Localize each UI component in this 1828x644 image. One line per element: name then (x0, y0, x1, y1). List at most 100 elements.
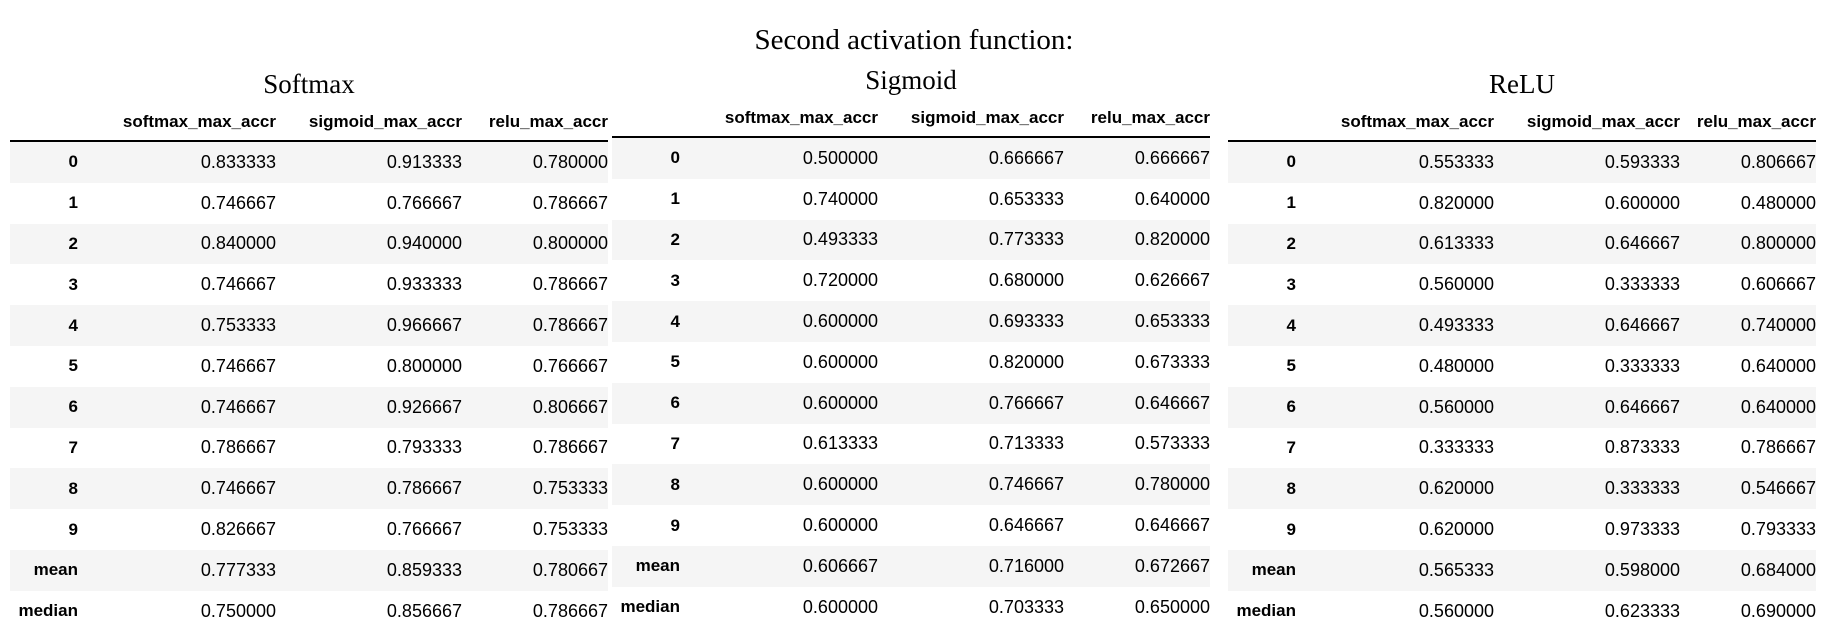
table-row: 1 0.746667 0.766667 0.786667 (10, 182, 608, 224)
table-cell: 0.646667 (1604, 315, 1680, 336)
row-index: mean (635, 556, 680, 576)
table-cell: 0.793333 (1740, 519, 1816, 540)
table-cell: 0.640000 (1134, 188, 1210, 209)
table-cell: 0.786667 (200, 437, 276, 458)
table-cell: 0.650000 (1134, 596, 1210, 617)
table-cell: 0.826667 (200, 519, 276, 540)
table-row: 2 0.613333 0.646667 0.800000 (1228, 223, 1816, 265)
table-cell: 0.806667 (532, 396, 608, 417)
table-corner (612, 100, 692, 138)
table-cell: 0.746667 (200, 396, 276, 417)
table-cell: 0.560000 (1418, 274, 1494, 295)
table-cell: 0.773333 (988, 229, 1064, 250)
table-cell: 0.746667 (200, 355, 276, 376)
table-cell: 0.793333 (386, 437, 462, 458)
column-header: sigmoid_max_accr (1494, 104, 1680, 142)
table-row: mean 0.777333 0.859333 0.780667 (10, 549, 608, 591)
row-index: median (18, 601, 78, 621)
table-row: 0 0.833333 0.913333 0.780000 (10, 141, 608, 183)
table-cell: 0.493333 (1418, 315, 1494, 336)
table-row: 8 0.620000 0.333333 0.546667 (1228, 468, 1816, 510)
panel-softmax: Softmax softmax_max_accr sigmoid_max_acc… (10, 64, 608, 632)
table-cell: 0.777333 (200, 559, 276, 580)
row-index: 3 (670, 270, 680, 290)
row-index: 1 (1286, 193, 1296, 213)
table-cell: 0.553333 (1418, 151, 1494, 172)
table-cell: 0.598000 (1604, 559, 1680, 580)
row-index: 8 (68, 478, 78, 498)
table-cell: 0.820000 (1134, 229, 1210, 250)
table-cell: 0.833333 (200, 151, 276, 172)
table-cell: 0.493333 (802, 229, 878, 250)
table-cell: 0.800000 (386, 355, 462, 376)
table-row: 5 0.746667 0.800000 0.766667 (10, 345, 608, 387)
row-index: 8 (670, 474, 680, 494)
table-cell: 0.333333 (1604, 478, 1680, 499)
table-cell: 0.480000 (1740, 192, 1816, 213)
table-row: 4 0.600000 0.693333 0.653333 (612, 301, 1210, 342)
table-corner (10, 104, 90, 142)
table-row: median 0.560000 0.623333 0.690000 (1228, 590, 1816, 632)
table-row: median 0.750000 0.856667 0.786667 (10, 590, 608, 632)
table-row: mean 0.565333 0.598000 0.684000 (1228, 549, 1816, 591)
panel-sigmoid: Sigmoid softmax_max_accr sigmoid_max_acc… (612, 60, 1210, 628)
panel-title: ReLU (1489, 69, 1555, 99)
table-cell: 0.646667 (1134, 392, 1210, 413)
row-index: 3 (68, 274, 78, 294)
row-index: median (1236, 601, 1296, 621)
table-row: 9 0.620000 0.973333 0.793333 (1228, 509, 1816, 550)
table-cell: 0.646667 (1604, 233, 1680, 254)
table-row: 0 0.500000 0.666667 0.666667 (612, 137, 1210, 179)
table-cell: 0.786667 (1740, 437, 1816, 458)
row-index: 7 (68, 437, 78, 457)
table-cell: 0.333333 (1418, 437, 1494, 458)
panel-relu: ReLU softmax_max_accr sigmoid_max_accr r… (1228, 64, 1816, 632)
table-row: 4 0.493333 0.646667 0.740000 (1228, 305, 1816, 346)
row-index: 6 (68, 397, 78, 417)
table-cell: 0.750000 (200, 600, 276, 621)
table-cell: 0.786667 (532, 274, 608, 295)
table-cell: 0.940000 (386, 233, 462, 254)
table-cell: 0.766667 (386, 192, 462, 213)
row-index: 5 (1286, 356, 1296, 376)
table-cell: 0.565333 (1418, 559, 1494, 580)
table-cell: 0.593333 (1604, 151, 1680, 172)
row-index: 2 (670, 229, 680, 249)
table-row: 0 0.553333 0.593333 0.806667 (1228, 141, 1816, 183)
table-row: 7 0.333333 0.873333 0.786667 (1228, 427, 1816, 469)
table-cell: 0.600000 (802, 515, 878, 536)
row-index: 9 (1286, 519, 1296, 539)
column-header: relu_max_accr (1064, 100, 1210, 138)
table-cell: 0.680000 (988, 270, 1064, 291)
table-cell: 0.746667 (200, 478, 276, 499)
table-cell: 0.840000 (200, 233, 276, 254)
panel-title: Sigmoid (865, 65, 957, 95)
table-cell: 0.753333 (532, 478, 608, 499)
row-index: 7 (670, 433, 680, 453)
table-cell: 0.666667 (988, 147, 1064, 168)
table-cell: 0.600000 (802, 311, 878, 332)
table-corner (1228, 104, 1308, 142)
table-cell: 0.623333 (1604, 600, 1680, 621)
table-cell: 0.613333 (802, 433, 878, 454)
table-cell: 0.740000 (1740, 315, 1816, 336)
table-cell: 0.640000 (1740, 355, 1816, 376)
table-cell: 0.646667 (1134, 515, 1210, 536)
column-header: sigmoid_max_accr (878, 100, 1064, 138)
table-row: 5 0.480000 0.333333 0.640000 (1228, 345, 1816, 387)
table-cell: 0.820000 (1418, 192, 1494, 213)
table-cell: 0.716000 (988, 555, 1064, 576)
column-header: softmax_max_accr (90, 104, 276, 142)
table-cell: 0.693333 (988, 311, 1064, 332)
results-table: softmax_max_accr sigmoid_max_accr relu_m… (1228, 104, 1816, 632)
table-cell: 0.684000 (1740, 559, 1816, 580)
row-index: 7 (1286, 437, 1296, 457)
table-cell: 0.786667 (532, 437, 608, 458)
table-row: 6 0.600000 0.766667 0.646667 (612, 382, 1210, 424)
page-title: Second activation function: (754, 24, 1074, 56)
table-cell: 0.786667 (532, 600, 608, 621)
column-header: relu_max_accr (1680, 104, 1816, 142)
table-cell: 0.926667 (386, 396, 462, 417)
table-cell: 0.672667 (1134, 555, 1210, 576)
column-header: relu_max_accr (462, 104, 608, 142)
